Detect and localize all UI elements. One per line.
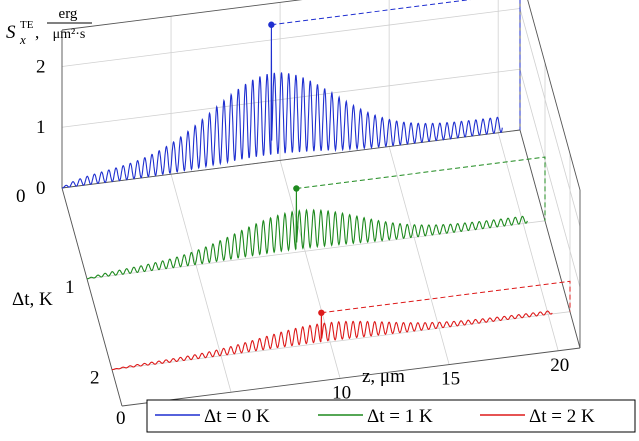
gridline-floor-z xyxy=(279,160,341,379)
dt-tick-label: 2 xyxy=(90,368,100,389)
peak-projection-2 xyxy=(321,280,571,314)
y-tick-label: 0 xyxy=(36,178,46,199)
series-line-0 xyxy=(62,24,503,189)
gridline-floor-z xyxy=(388,146,450,365)
series-1 xyxy=(87,156,546,280)
y-title-main: S xyxy=(6,22,16,43)
dt-axis-title-text: Δt, K xyxy=(12,289,53,310)
gridline-floor-z xyxy=(497,132,559,351)
box-edge xyxy=(61,0,303,31)
legend-label-dt2: Δt = 2 K xyxy=(529,406,595,427)
peak-marker-1 xyxy=(293,185,300,192)
legend: Δt = 0 K Δt = 1 K Δt = 2 K xyxy=(146,399,636,433)
y-tick-label: 1 xyxy=(36,117,46,138)
gridline-right-s xyxy=(519,69,581,288)
series-line-2 xyxy=(111,310,553,371)
origin-tick-label: 0 xyxy=(116,408,126,429)
series-layer xyxy=(62,0,571,371)
y-title-unit-den: μm²·s xyxy=(53,27,86,42)
z-axis-title-text: z, μm xyxy=(362,366,405,387)
series-line-1 xyxy=(87,188,528,280)
grid-lines xyxy=(61,0,581,407)
y-title-comma: , xyxy=(35,23,39,42)
gridline-right-s xyxy=(519,8,581,227)
z-tick-label: 20 xyxy=(550,355,569,376)
box-frame xyxy=(61,0,581,407)
legend-label-dt0: Δt = 0 K xyxy=(204,406,270,427)
tick-labels: 01201251015200 xyxy=(16,56,569,429)
legend-box xyxy=(146,399,636,433)
dt-tick-label: 0 xyxy=(16,186,26,207)
peak-projection-0 xyxy=(271,0,521,130)
dt-axis-title: Δt, K xyxy=(12,289,53,310)
box-edge xyxy=(121,347,581,407)
box-edge xyxy=(519,129,581,349)
z-axis-title: z, μm xyxy=(362,366,405,387)
legend-label-dt1: Δt = 1 K xyxy=(367,406,433,427)
z-tick-label: 10 xyxy=(332,382,351,403)
gridline-floor-z xyxy=(170,174,232,393)
dt-tick-label: 1 xyxy=(65,277,75,298)
series-2 xyxy=(111,280,571,371)
y-title-sup: TE xyxy=(20,19,34,31)
gridline-back-s xyxy=(61,68,521,128)
y-tick-label: 2 xyxy=(36,56,46,77)
box-edge xyxy=(527,0,581,191)
y-title-unit-num: erg xyxy=(59,6,78,22)
peak-projection-1 xyxy=(296,156,546,221)
z-tick-label: 15 xyxy=(441,369,460,390)
y-axis-title: S TE x , erg μm²·s xyxy=(6,6,92,47)
peak-marker-2 xyxy=(318,309,325,316)
gridline-back-s xyxy=(61,8,521,67)
y-title-sub: x xyxy=(19,32,26,47)
series-0 xyxy=(62,0,521,189)
peak-marker-0 xyxy=(268,21,275,28)
